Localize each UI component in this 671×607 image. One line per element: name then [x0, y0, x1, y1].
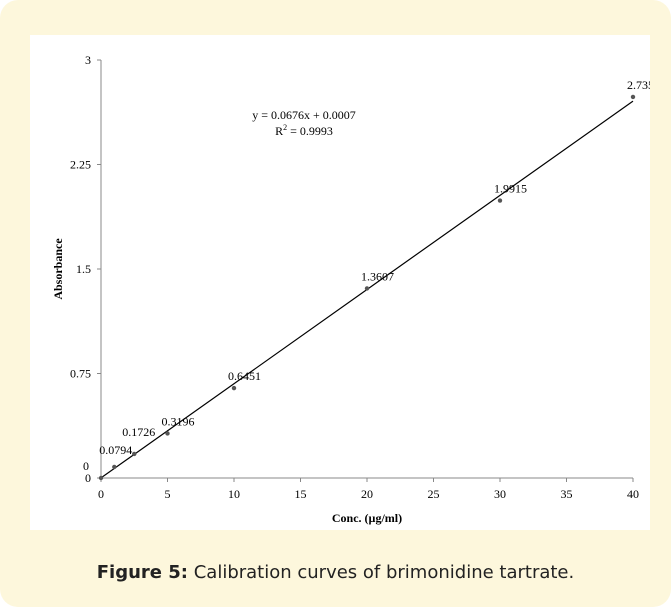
x-axis-label: Conc. (µg/ml): [332, 511, 402, 525]
data-point: [112, 464, 117, 470]
data-label: 0.0794: [99, 443, 132, 457]
data-label: 0: [83, 459, 89, 473]
caption-label: Figure 5:: [96, 562, 188, 583]
data-point: [364, 286, 370, 291]
data-label: 1.3607: [361, 269, 394, 283]
y-tick-label: 3: [85, 53, 91, 67]
y-tick-label: 2.25: [70, 158, 91, 172]
x-tick-label: 40: [627, 487, 639, 501]
r-squared: R2 = 0.9993: [275, 123, 333, 138]
x-tick-label: 0: [98, 487, 104, 501]
data-point: [630, 94, 636, 100]
y-tick-label: 1.5: [76, 262, 91, 276]
x-tick-label: 15: [295, 487, 307, 501]
x-tick-label: 35: [561, 487, 573, 501]
caption-text: Calibration curves of brimonidine tartra…: [188, 562, 575, 583]
x-tick-label: 25: [428, 487, 440, 501]
data-label: 0.1726: [122, 425, 155, 439]
caption: Figure 5: Calibration curves of brimonid…: [0, 562, 671, 583]
data-label: 0.3196: [162, 414, 195, 428]
y-tick-label: 0.75: [70, 367, 91, 381]
x-tick-label: 10: [228, 487, 240, 501]
trend-equation: y = 0.0676x + 0.0007: [252, 108, 356, 122]
x-tick-label: 20: [361, 487, 373, 501]
y-axis-label: Absorbance: [51, 238, 65, 300]
chart: Absorbance Conc. (µg/ml) y = 0.0676x + 0…: [30, 35, 650, 530]
data-label: 0.6451: [228, 369, 261, 383]
x-tick-label: 30: [494, 487, 506, 501]
data-point: [98, 475, 104, 481]
r2-text: = 0.9993: [287, 124, 333, 138]
data-point: [165, 431, 170, 436]
y-tick-label: 0: [85, 471, 91, 485]
data-label: 2.7352: [627, 78, 650, 92]
data-label: 1.9915: [494, 182, 527, 196]
r2-symbol: R: [275, 124, 283, 138]
data-point: [231, 385, 237, 391]
data-point: [497, 198, 503, 203]
x-tick-label: 5: [165, 487, 171, 501]
data-point: [132, 451, 137, 457]
r2-power: 2: [283, 123, 287, 132]
